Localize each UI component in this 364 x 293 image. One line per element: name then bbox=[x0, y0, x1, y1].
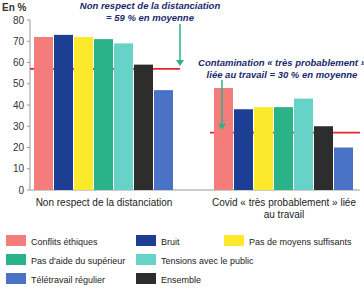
y-tick-label: 0 bbox=[18, 185, 24, 196]
arrow-head bbox=[218, 124, 226, 130]
bar bbox=[294, 99, 313, 190]
annotation: liée au travail = 30 % en moyenne bbox=[207, 69, 358, 80]
arrow-head bbox=[176, 60, 184, 66]
legend-swatch bbox=[136, 273, 156, 284]
bar bbox=[114, 43, 133, 190]
y-tick-label: 60 bbox=[13, 57, 25, 68]
legend-label: Conflits éthiques bbox=[31, 237, 98, 247]
legend-swatch bbox=[6, 273, 26, 284]
legend-label: Pas d'aide du supérieur bbox=[31, 256, 125, 266]
legend-swatch bbox=[6, 254, 26, 265]
y-axis bbox=[30, 20, 31, 190]
x-tick-label: Covid « très probablement » liéeau trava… bbox=[212, 197, 356, 220]
y-tick-label: 40 bbox=[13, 100, 25, 111]
bar bbox=[234, 109, 253, 190]
y-tick-label: 70 bbox=[13, 36, 25, 47]
chart: En % 0 10 20 30 40 50 60 70 80 Non respect de la d… bbox=[0, 0, 364, 293]
bar bbox=[94, 39, 113, 190]
legend-label: Télétravail régulier bbox=[31, 275, 105, 285]
bar bbox=[34, 37, 53, 190]
annotation: = 59 % en moyenne bbox=[106, 12, 195, 23]
bar bbox=[274, 107, 293, 190]
bar bbox=[334, 148, 353, 191]
y-tick-label: 10 bbox=[13, 163, 25, 174]
bar bbox=[314, 126, 333, 190]
bar bbox=[74, 37, 93, 190]
bar bbox=[254, 107, 273, 190]
legend-label: Pas de moyens suffisants bbox=[249, 237, 352, 247]
legend-swatch bbox=[6, 235, 26, 246]
arrow bbox=[179, 24, 181, 61]
bar bbox=[214, 88, 233, 190]
legend-label: Ensemble bbox=[161, 275, 201, 285]
legend-label: Bruit bbox=[161, 237, 180, 247]
legend-swatch bbox=[136, 254, 156, 265]
arrow bbox=[221, 80, 223, 125]
bar bbox=[54, 35, 73, 190]
legend-label: Tensions avec le public bbox=[161, 256, 254, 266]
bar bbox=[134, 65, 153, 190]
legend-swatch bbox=[224, 235, 244, 246]
annotation: Contamination « très probablement » bbox=[198, 57, 364, 68]
y-tick-label: 20 bbox=[13, 142, 25, 153]
legend-swatch bbox=[136, 235, 156, 246]
x-tick-label: Non respect de la distanciation bbox=[36, 197, 173, 208]
bar bbox=[154, 90, 173, 190]
y-tick-label: 80 bbox=[13, 15, 25, 26]
y-label: En % bbox=[2, 2, 27, 13]
y-tick-label: 30 bbox=[13, 121, 25, 132]
annotation: Non respect de la distanciation bbox=[80, 0, 221, 11]
y-tick-label: 50 bbox=[13, 78, 25, 89]
